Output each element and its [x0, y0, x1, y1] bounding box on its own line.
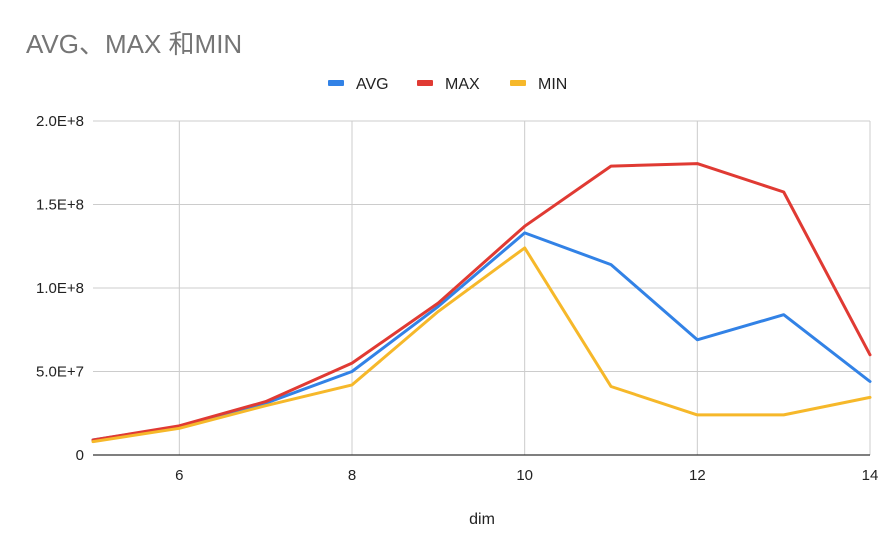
legend-label-max: MAX [445, 76, 480, 93]
y-tick-label: 0 [76, 447, 84, 464]
grid [93, 120, 871, 455]
series-lines [91, 162, 872, 444]
legend-swatch-max [417, 80, 433, 86]
x-tick-label: 10 [516, 467, 533, 484]
legend-label-min: MIN [538, 76, 567, 93]
legend-label-avg: AVG [356, 76, 389, 93]
y-tick-label: 1.5E+8 [36, 197, 84, 214]
series-line-min [91, 246, 872, 444]
series-line-max [91, 162, 872, 442]
x-axis-title: dim [469, 511, 495, 528]
legend-swatch-avg [328, 80, 344, 86]
x-tick-label: 8 [348, 467, 356, 484]
x-tick-label: 6 [175, 467, 183, 484]
axes: 0 5.0E+7 1.0E+8 1.5E+8 2.0E+8 6 8 10 12 14 [36, 113, 878, 484]
y-tick-label: 5.0E+7 [36, 364, 84, 381]
legend: AVG MAX MIN [328, 76, 567, 93]
legend-swatch-min [510, 80, 526, 86]
chart-title: AVG、MAX 和MIN [26, 29, 243, 59]
y-tick-label: 2.0E+8 [36, 113, 84, 130]
y-tick-label: 1.0E+8 [36, 280, 84, 297]
x-tick-label: 14 [862, 467, 879, 484]
x-tick-label: 12 [689, 467, 706, 484]
